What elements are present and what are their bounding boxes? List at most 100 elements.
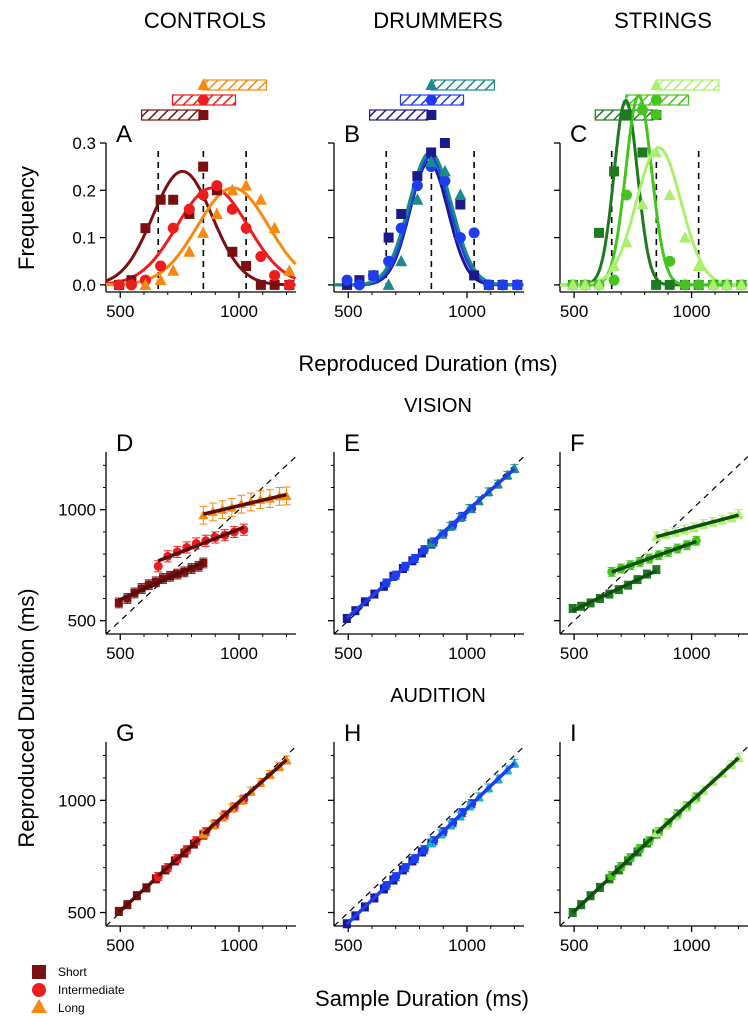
data-point <box>720 278 733 290</box>
panel-label: G <box>116 720 135 747</box>
range-marker <box>650 78 663 90</box>
data-point <box>198 161 209 172</box>
range-bar <box>141 109 201 121</box>
x-tick-label: 500 <box>106 302 134 321</box>
regression-line <box>611 539 697 574</box>
data-point <box>396 208 407 219</box>
gaussian-fit-line <box>560 146 748 287</box>
data-point <box>113 279 125 291</box>
data-point <box>438 164 451 177</box>
legend-marker-intermediate <box>32 983 46 997</box>
data-point <box>211 180 223 192</box>
data-point <box>650 145 663 158</box>
regression-line <box>202 758 288 836</box>
column-title-drummers: DRUMMERS <box>373 8 503 33</box>
legend-marker-short <box>32 965 46 979</box>
data-point <box>140 223 151 234</box>
data-point <box>240 179 253 191</box>
panel-a: 500 1000 0.0 0.1 0.2 0.3 A <box>72 78 297 321</box>
data-point <box>439 175 451 187</box>
x-tick-label: 1000 <box>448 644 486 663</box>
data-point <box>426 147 437 158</box>
data-point <box>154 273 167 286</box>
data-point <box>168 194 179 205</box>
panel-label: I <box>570 720 577 747</box>
x-tick-label: 500 <box>560 302 588 321</box>
legend-label-short: Short <box>58 965 87 979</box>
x-tick-label: 1000 <box>673 936 711 955</box>
gaussian-fit-line <box>106 186 297 287</box>
range-bar <box>369 109 429 121</box>
data-point <box>240 222 252 234</box>
x-tick-label: 500 <box>334 302 362 321</box>
range-marker <box>197 78 210 90</box>
data-point <box>254 193 267 205</box>
range-marker <box>650 94 662 106</box>
data-point <box>692 259 705 271</box>
data-point <box>439 138 450 148</box>
panel-b: 500 1000 B <box>328 78 524 321</box>
y-tick-label: 500 <box>68 612 96 631</box>
data-point <box>283 264 296 276</box>
data-point <box>255 251 267 263</box>
x-tick-label: 500 <box>334 936 362 955</box>
data-point <box>268 221 281 234</box>
section-title-vision: VISION <box>404 395 472 417</box>
data-point <box>566 278 579 290</box>
range-marker <box>426 110 437 120</box>
data-point <box>497 279 509 291</box>
column-title-controls: CONTROLS <box>144 8 266 33</box>
data-point <box>468 227 480 239</box>
panel-c: 500 1000 C <box>554 78 748 321</box>
x-tick-label: 1000 <box>673 302 711 321</box>
data-point <box>455 199 466 210</box>
data-point <box>609 166 620 177</box>
data-point <box>594 227 605 238</box>
data-point <box>197 189 209 201</box>
data-point <box>608 274 620 286</box>
data-point <box>353 279 365 291</box>
data-point <box>636 197 649 210</box>
x-tick-label: 1000 <box>448 936 486 955</box>
data-point <box>608 259 621 271</box>
regression-line <box>202 492 287 516</box>
x-tick-label: 1000 <box>220 644 258 663</box>
y-tick-label: 0.2 <box>72 181 96 200</box>
range-marker <box>425 78 438 90</box>
y-tick-label: 0.1 <box>72 229 96 248</box>
regression-line <box>655 513 740 539</box>
x-tick-label: 500 <box>560 644 588 663</box>
panel-h: 500 1000 H <box>328 720 525 955</box>
panels: 500 1000 0.0 0.1 0.2 0.3 A 500 1000 B 500 1000 C 500 1… <box>58 78 748 955</box>
range-marker <box>197 94 209 106</box>
x-tick-label: 1000 <box>220 302 258 321</box>
x-tick-label: 500 <box>560 936 588 955</box>
data-point <box>679 279 691 291</box>
panel-label: F <box>570 430 585 457</box>
data-point <box>693 279 705 291</box>
data-point <box>269 279 280 290</box>
data-point <box>155 194 166 205</box>
y-tick-label: 1000 <box>58 501 96 520</box>
data-point <box>382 278 395 290</box>
range-marker <box>425 94 437 106</box>
data-point <box>383 255 395 267</box>
data-point <box>620 235 633 248</box>
data-point <box>153 561 163 571</box>
y-tick-label: 0.3 <box>72 134 96 153</box>
data-point <box>395 254 408 267</box>
data-point <box>283 279 295 291</box>
panel-label: H <box>344 720 361 747</box>
regression-line <box>430 761 516 845</box>
range-bar <box>655 79 720 91</box>
data-point <box>144 580 153 589</box>
data-point <box>637 147 648 158</box>
data-point <box>663 188 676 201</box>
legend: Short Intermediate Long <box>31 965 125 1015</box>
x-tick-label: 500 <box>106 936 134 955</box>
x-tick-label: 1000 <box>220 936 258 955</box>
data-point <box>159 574 167 583</box>
data-point <box>167 264 180 276</box>
legend-label-long: Long <box>58 1001 85 1015</box>
